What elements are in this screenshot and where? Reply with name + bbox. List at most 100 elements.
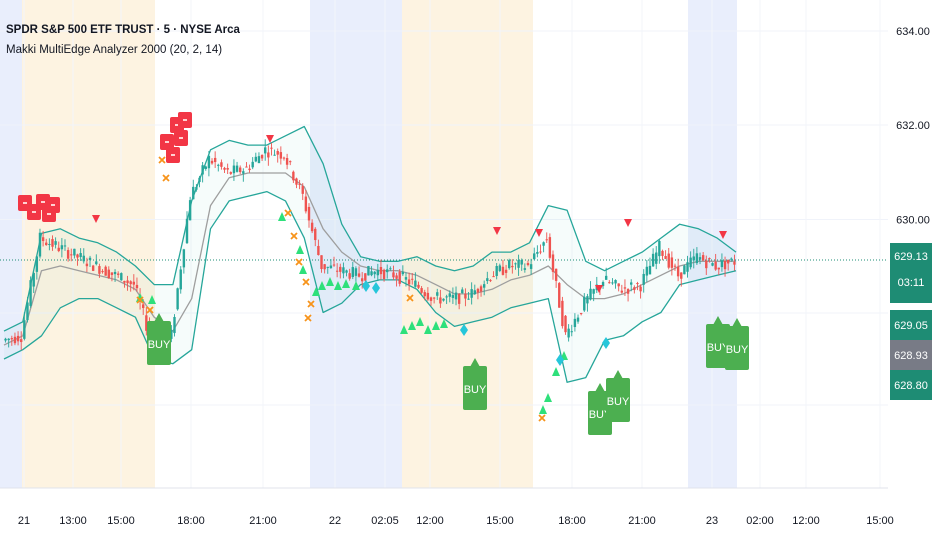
buy-label[interactable]: BUY — [147, 313, 171, 365]
candle-body — [726, 259, 730, 264]
price-tag-3-text: 628.93 — [894, 350, 928, 362]
time-tick-label: 18:00 — [558, 515, 586, 527]
candle-body — [213, 157, 217, 163]
candle-body — [651, 253, 655, 267]
candle-body — [423, 292, 426, 297]
candle-body — [229, 172, 232, 174]
candle-body — [273, 154, 276, 156]
buy-triangle — [400, 325, 408, 334]
candle-body — [636, 283, 639, 285]
candle-body — [70, 254, 73, 256]
candle-body — [680, 272, 683, 279]
candle-body — [342, 267, 345, 274]
candle-body — [558, 283, 561, 308]
candle-body — [285, 158, 289, 165]
candle-body — [289, 161, 292, 163]
candle-body — [326, 266, 329, 268]
candle-body — [523, 268, 527, 270]
signal-markers — [18, 112, 727, 422]
sell-triangle — [595, 285, 603, 293]
session-band — [402, 0, 533, 488]
buy-label[interactable]: BUY — [725, 318, 749, 370]
candle-body — [245, 166, 248, 168]
candle-body — [60, 245, 64, 250]
buy-triangle — [342, 279, 350, 288]
candle-body — [655, 252, 658, 264]
time-tick-label: 15:00 — [866, 515, 894, 527]
basis-line — [3, 172, 736, 346]
sell-box-dot — [165, 141, 169, 143]
candle-body — [617, 283, 620, 287]
upper-band-line — [3, 125, 737, 332]
buy-pointer — [613, 370, 623, 379]
candle-body — [398, 271, 401, 284]
candle-body — [504, 269, 508, 273]
time-tick-label: 18:00 — [177, 515, 205, 527]
buy-box — [606, 378, 630, 422]
candle-body — [182, 249, 186, 268]
orange-x-marker — [406, 294, 414, 302]
indicator-legend[interactable]: Makki MultiEdge Analyzer 2000 (20, 2, 14… — [6, 44, 223, 56]
buy-triangle — [296, 245, 304, 254]
candle-body — [13, 336, 17, 344]
candle-body — [414, 280, 417, 287]
candle-body — [470, 289, 473, 298]
candle-body — [63, 245, 67, 247]
time-tick-label: 15:00 — [486, 515, 514, 527]
candle-body — [461, 289, 464, 294]
session-band — [22, 0, 155, 488]
time-tick-label: 02:00 — [746, 515, 774, 527]
candle-body — [548, 237, 552, 258]
candle-body — [389, 268, 392, 270]
buy-box — [706, 324, 730, 368]
candle-body — [592, 289, 595, 294]
candle-body — [451, 295, 455, 298]
candle-body — [670, 257, 674, 268]
buy-triangle — [416, 317, 424, 326]
sell-box-dot — [32, 211, 36, 213]
candle-body — [88, 257, 92, 261]
candle-body — [54, 241, 57, 245]
candle-body — [692, 256, 695, 261]
buy-label[interactable]: BUY — [706, 316, 730, 368]
candle-body — [630, 282, 633, 285]
buy-triangle — [424, 325, 432, 334]
time-axis[interactable]: 21 13:00 15:00 18:00 21:00 22 02:05 12:00 15:00 1… — [0, 487, 894, 527]
candle-body — [207, 155, 211, 169]
candle-body — [508, 260, 511, 269]
symbol-title[interactable]: SPDR S&P 500 ETF TRUST · 5 · NYSE Arca — [6, 24, 240, 36]
orange-x-marker — [146, 306, 154, 314]
candlesticks — [4, 139, 736, 357]
candle-body — [583, 296, 586, 311]
candle-body — [373, 271, 376, 275]
candle-body — [101, 271, 104, 273]
candle-body — [57, 247, 60, 252]
sell-triangle — [535, 229, 543, 237]
buy-label-text: BUY — [464, 384, 487, 396]
candle-body — [664, 256, 667, 259]
candle-body — [195, 186, 198, 190]
candle-body — [573, 318, 577, 328]
countdown-text: 03:11 — [898, 277, 925, 289]
buy-label[interactable]: BUY — [606, 370, 630, 422]
candle-body — [220, 162, 223, 167]
candle-body — [561, 300, 564, 327]
sell-triangle — [493, 227, 501, 235]
candle-body — [310, 222, 314, 232]
candle-body — [392, 272, 395, 278]
candle-body — [238, 167, 242, 173]
buy-label[interactable]: BUY — [463, 358, 487, 410]
buy-pointer — [470, 358, 480, 367]
candle-body — [611, 282, 614, 284]
candle-body — [204, 166, 207, 169]
candle-body — [395, 275, 398, 279]
candle-body — [457, 293, 461, 304]
candle-body — [601, 282, 605, 287]
price-axis[interactable]: 630.00 632.00 634.00 629.13 03:11 629.05 628.9… — [890, 26, 932, 400]
orange-x-marker — [538, 414, 546, 422]
candle-body — [339, 266, 342, 272]
buy-label-text: BUY — [707, 342, 730, 354]
candle-body — [323, 264, 326, 270]
